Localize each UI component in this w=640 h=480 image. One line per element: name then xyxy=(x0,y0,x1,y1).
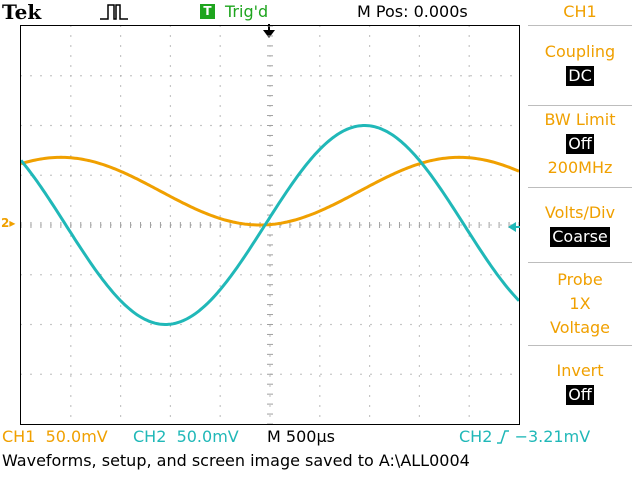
invert-label: Invert xyxy=(556,361,604,380)
invert-value: Off xyxy=(566,385,594,405)
invert-button[interactable]: Off xyxy=(520,385,640,405)
trigger-readout: CH2 −3.21mV xyxy=(459,427,591,446)
status-message: Waveforms, setup, and screen image saved… xyxy=(2,451,470,470)
rising-edge-icon xyxy=(497,430,510,444)
ch2-waveform xyxy=(21,124,519,326)
trigger-status-badge: T xyxy=(200,4,215,19)
brand-logo: Tek xyxy=(2,0,42,24)
volts-div-label: Volts/Div xyxy=(544,203,616,222)
menu-divider xyxy=(528,262,632,263)
menu-divider xyxy=(528,187,632,188)
coupling-button[interactable]: DC xyxy=(520,66,640,86)
main-position: M Pos: 0.000s xyxy=(357,2,468,21)
probe-type: Voltage xyxy=(549,318,610,337)
coupling-value: DC xyxy=(566,66,594,86)
bw-limit-button[interactable]: Off xyxy=(520,134,640,154)
ch2-ground-marker: 2▸ xyxy=(1,216,16,230)
bw-limit-label: BW Limit xyxy=(544,110,616,129)
menu-divider xyxy=(528,345,632,346)
trigger-level-marker-icon xyxy=(508,222,520,232)
ch1-waveform xyxy=(21,155,519,227)
menu-divider xyxy=(528,105,632,106)
timebase-readout: M 500µs xyxy=(267,427,335,446)
acquire-mode-icon xyxy=(100,4,128,20)
probe-label: Probe xyxy=(557,270,603,289)
ch2-scale-readout: CH2 50.0mV xyxy=(133,427,239,446)
bottom-readout-bar: CH1 50.0mV CH2 50.0mV M 500µs CH2 −3.21m… xyxy=(0,426,640,450)
waveform-graticule xyxy=(21,26,519,424)
channel-menu: CH1 Coupling DC BW Limit Off 200MHz Volt… xyxy=(520,0,640,425)
menu-divider xyxy=(528,25,632,26)
bw-limit-value: Off xyxy=(566,134,594,154)
volts-div-value: Coarse xyxy=(550,227,610,247)
coupling-label: Coupling xyxy=(544,42,616,61)
trigger-status: Trig'd xyxy=(225,2,269,21)
bw-limit-frequency: 200MHz xyxy=(547,158,613,177)
top-status-bar: Tek T Trig'd M Pos: 0.000s xyxy=(0,0,520,24)
waveform-display xyxy=(20,25,520,425)
menu-title: CH1 xyxy=(563,2,597,21)
probe-attenuation[interactable]: 1X xyxy=(569,294,591,313)
volts-div-button[interactable]: Coarse xyxy=(520,227,640,247)
ch1-scale-readout: CH1 50.0mV xyxy=(2,427,108,446)
